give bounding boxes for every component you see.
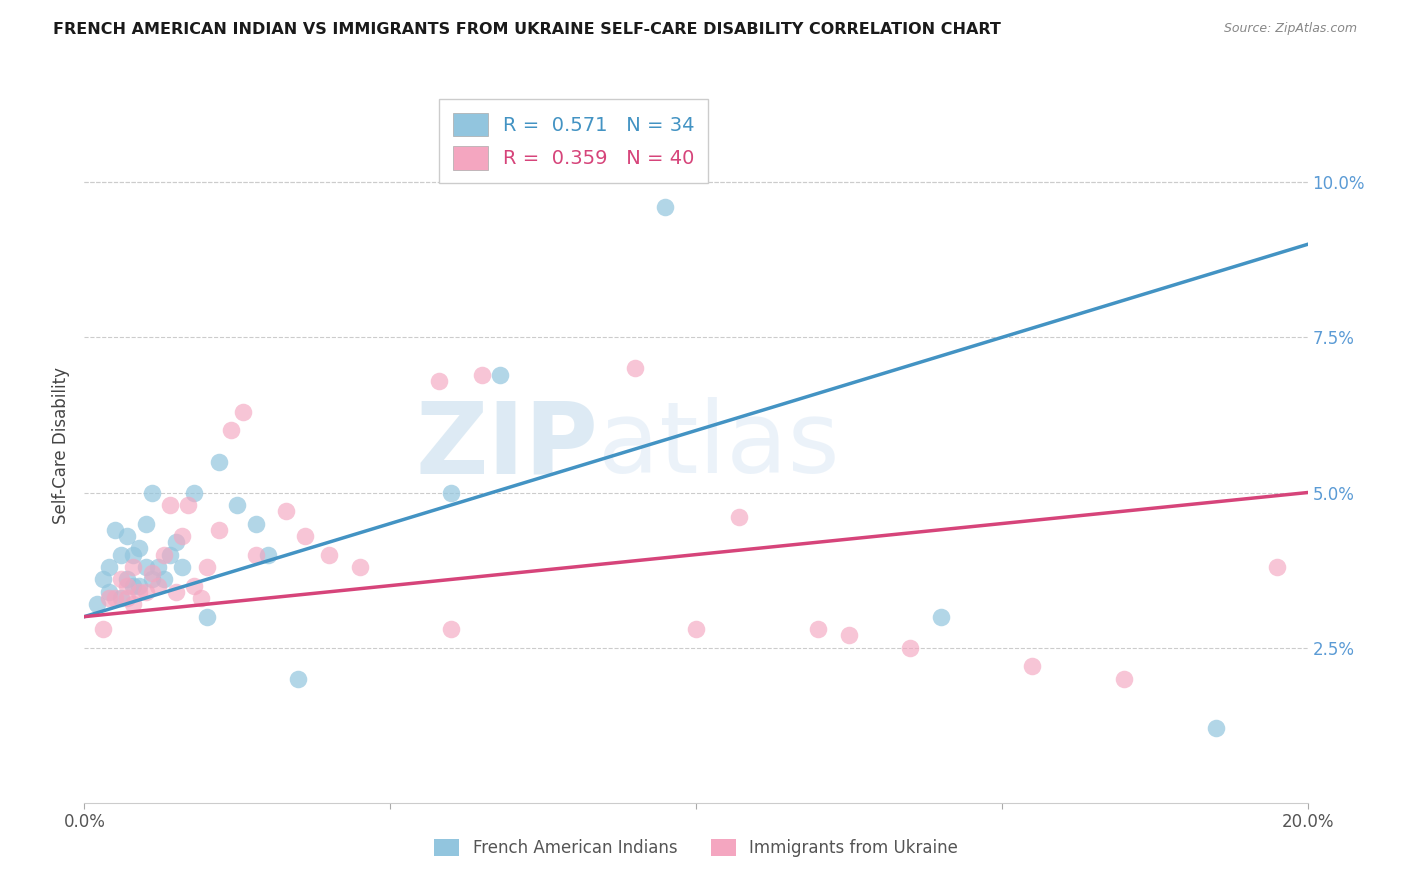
- Point: [276, 504, 298, 518]
- Point: [128, 579, 150, 593]
- Point: [1021, 659, 1043, 673]
- Point: [177, 498, 200, 512]
- Point: [115, 579, 138, 593]
- Point: [685, 622, 707, 636]
- Point: [245, 548, 267, 562]
- Point: [141, 485, 163, 500]
- Point: [104, 591, 127, 605]
- Point: [97, 560, 120, 574]
- Point: [838, 628, 860, 642]
- Point: [122, 548, 145, 562]
- Point: [727, 510, 749, 524]
- Point: [219, 424, 242, 438]
- Text: ZIP: ZIP: [415, 398, 598, 494]
- Point: [349, 560, 371, 574]
- Point: [471, 368, 494, 382]
- Point: [159, 498, 181, 512]
- Point: [135, 560, 157, 574]
- Point: [115, 529, 138, 543]
- Point: [141, 566, 163, 581]
- Point: [318, 548, 340, 562]
- Point: [195, 560, 218, 574]
- Point: [440, 485, 463, 500]
- Point: [190, 591, 212, 605]
- Point: [122, 579, 145, 593]
- Point: [232, 405, 254, 419]
- Point: [159, 548, 181, 562]
- Point: [115, 573, 138, 587]
- Point: [257, 548, 280, 562]
- Point: [153, 573, 176, 587]
- Point: [440, 622, 463, 636]
- Point: [1114, 672, 1136, 686]
- Point: [208, 454, 231, 468]
- Point: [104, 523, 127, 537]
- Point: [153, 548, 176, 562]
- Point: [807, 622, 830, 636]
- Point: [208, 523, 231, 537]
- Point: [91, 573, 114, 587]
- Text: atlas: atlas: [598, 398, 839, 494]
- Point: [135, 516, 157, 531]
- Point: [195, 609, 218, 624]
- Text: Source: ZipAtlas.com: Source: ZipAtlas.com: [1223, 22, 1357, 36]
- Point: [146, 579, 169, 593]
- Point: [172, 529, 194, 543]
- Point: [294, 529, 316, 543]
- Point: [135, 584, 157, 599]
- Point: [624, 361, 647, 376]
- Point: [226, 498, 249, 512]
- Point: [165, 584, 187, 599]
- Point: [898, 640, 921, 655]
- Point: [122, 597, 145, 611]
- Point: [1265, 560, 1288, 574]
- Point: [110, 573, 132, 587]
- Text: FRENCH AMERICAN INDIAN VS IMMIGRANTS FROM UKRAINE SELF-CARE DISABILITY CORRELATI: FRENCH AMERICAN INDIAN VS IMMIGRANTS FRO…: [53, 22, 1001, 37]
- Point: [654, 200, 676, 214]
- Point: [183, 485, 205, 500]
- Point: [1205, 722, 1227, 736]
- Legend: French American Indians, Immigrants from Ukraine: French American Indians, Immigrants from…: [426, 831, 966, 866]
- Point: [97, 584, 120, 599]
- Point: [97, 591, 120, 605]
- Point: [165, 535, 187, 549]
- Point: [287, 672, 309, 686]
- Point: [146, 560, 169, 574]
- Point: [122, 560, 145, 574]
- Point: [115, 591, 138, 605]
- Point: [141, 573, 163, 587]
- Point: [183, 579, 205, 593]
- Point: [86, 597, 108, 611]
- Point: [110, 548, 132, 562]
- Point: [91, 622, 114, 636]
- Point: [427, 374, 450, 388]
- Point: [245, 516, 267, 531]
- Point: [110, 591, 132, 605]
- Point: [172, 560, 194, 574]
- Point: [489, 368, 512, 382]
- Y-axis label: Self-Care Disability: Self-Care Disability: [52, 368, 70, 524]
- Point: [128, 541, 150, 556]
- Point: [929, 609, 952, 624]
- Point: [128, 584, 150, 599]
